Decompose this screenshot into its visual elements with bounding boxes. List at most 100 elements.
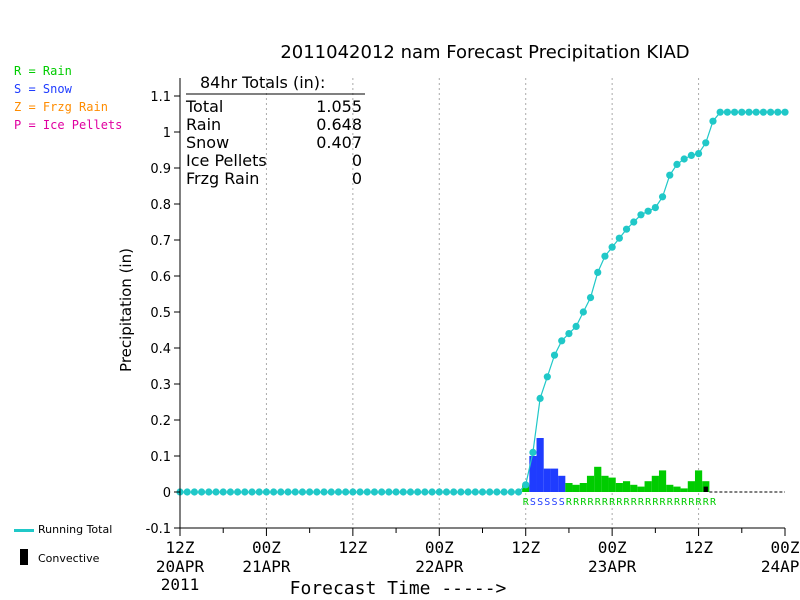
running-total-point [428,488,436,496]
precip-code-letter: S [552,497,558,508]
convective-swatch [20,549,28,565]
running-total-point [198,488,206,496]
legend-snow: S = Snow [14,82,72,96]
running-total-point [183,488,191,496]
totals-row-label: Total [185,97,223,116]
precip-bar [572,484,580,492]
running-total-point [572,322,580,330]
totals-row-value: 0.407 [316,133,362,152]
totals-row-value: 0.648 [316,115,362,134]
precip-bar [666,484,674,492]
precip-code-letter: R [660,497,667,508]
precip-bar [565,483,573,492]
precip-code-letter: S [530,497,536,508]
running-total-point [565,330,573,338]
running-total-point [342,488,350,496]
y-tick-label: 0.9 [150,162,171,177]
running-total-point [241,488,249,496]
precip-code-letter: R [652,497,659,508]
totals-box: 84hr Totals (in): Total 1.055 Rain 0.648… [185,73,365,188]
running-total-point [687,151,695,159]
running-total-point [421,488,429,496]
running-total-point [529,448,537,456]
running-total-point [615,234,623,242]
precip-bar [694,470,703,492]
precip-code-letter: R [681,497,688,508]
running-total-point [205,488,213,496]
running-total-point [673,160,681,168]
precip-bar [673,486,681,492]
y-axis-label: Precipitation (in) [117,248,135,372]
running-total-line [180,111,785,493]
running-total-point [514,488,523,496]
running-total-point [320,488,328,496]
running-total-point [270,488,278,496]
y-tick-label: 1.1 [150,90,171,105]
running-total-point [450,488,458,496]
running-total-point [493,488,501,496]
precip-bar [529,456,537,492]
precip-code-letter: R [645,497,652,508]
running-total-point [630,218,638,226]
running-total-point [702,139,710,147]
precip-code-letter: R [667,497,674,508]
precip-bar [680,488,688,492]
running-total-point [666,171,674,179]
running-total-point [651,204,659,212]
x-tick-label-time: 00Z [252,538,281,557]
precip-code-letter: R [523,497,530,508]
running-total-point [356,488,364,496]
running-total-point [219,488,227,496]
running-total-point [774,108,782,116]
running-total-point [313,488,321,496]
precip-code-letter: R [609,497,616,508]
running-total-point [255,488,263,496]
x-tick-label-date: 23APR [588,557,637,576]
precip-code-letter: R [602,497,609,508]
precip-code-letter: R [631,497,638,508]
running-total-point [464,488,472,496]
precip-bar [579,483,587,492]
x-tick-label-time: 12Z [166,538,195,557]
precip-bar [550,468,559,492]
y-tick-label: 0.1 [150,450,171,465]
y-tick-label: 0.8 [150,198,171,213]
running-total-point [284,488,292,496]
running-total-point [579,308,587,316]
precip-bar [586,475,595,492]
totals-row-value: 1.055 [316,97,362,116]
y-tick-label: 0.5 [150,306,171,321]
running-total-point [370,488,379,496]
x-tick-label-time: 12Z [684,538,713,557]
precip-bar [601,475,609,492]
running-total-point [277,488,285,496]
running-total-point [334,488,343,496]
running-total-point [478,488,487,496]
precip-code-letter: R [566,497,573,508]
x-axis-label: Forecast Time -----> [290,578,507,599]
precip-bar [658,470,667,492]
running-total-point [716,108,724,116]
totals-title: 84hr Totals (in): [200,73,325,92]
running-total-point [658,193,667,201]
precip-code-letter: S [537,497,543,508]
running-total-point [759,108,767,116]
precip-bar [608,477,616,492]
running-total-point [558,337,566,345]
x-tick-label-date: 20APR [156,557,205,576]
precip-bar [536,438,544,492]
totals-row-value: 0 [352,151,362,170]
totals-row-label: Ice Pellets [186,151,267,170]
running-total-point [457,488,465,496]
y-tick-label: 0.6 [150,270,171,285]
running-total-point [291,488,299,496]
running-total-point [536,394,544,402]
legend-rain: R = Rain [14,64,72,78]
running-total-point [730,108,739,116]
x-tick-label-date: 21APR [242,557,291,576]
precip-bar [637,486,645,492]
precip-code-letter: R [638,497,645,508]
